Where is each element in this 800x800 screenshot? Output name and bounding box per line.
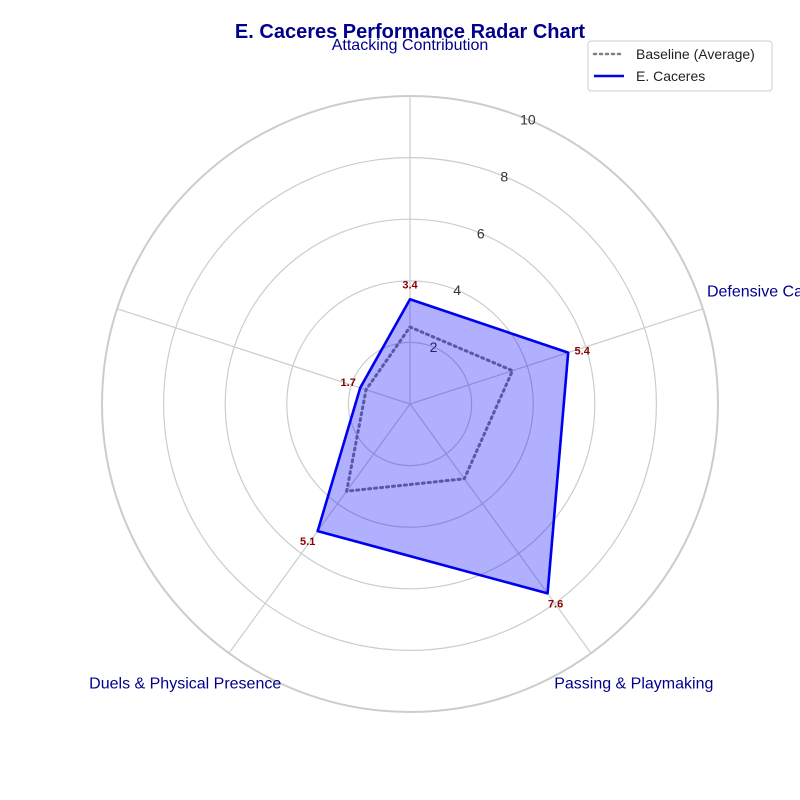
data-label-0: 3.4 xyxy=(402,279,418,291)
radial-tick-label: 10 xyxy=(520,111,536,127)
series-line-baseline xyxy=(345,325,515,493)
radar-grid: 2 4 6 8 10 xyxy=(101,95,719,713)
series-fill-caceres xyxy=(317,299,569,594)
axis-label-0: Attacking Contribution xyxy=(332,37,489,54)
radial-tick-label: 2 xyxy=(430,339,438,355)
grid-spoke-1 xyxy=(409,308,704,405)
axis-label-1: Defensive Capability xyxy=(707,284,800,301)
series-line-caceres xyxy=(316,297,570,595)
axis-label-2: Passing & Playmaking xyxy=(554,675,713,692)
legend-caceres-label: E. Caceres xyxy=(636,68,705,84)
radial-tick-label: 8 xyxy=(500,168,508,184)
data-label-3: 5.1 xyxy=(300,536,315,548)
axis-label-3: Duels & Physical Presence xyxy=(89,675,281,692)
radar-labels: Attacking Contribution Defensive Capabili… xyxy=(89,37,800,692)
legend-baseline-label: Baseline (Average) xyxy=(636,46,755,62)
radar-series xyxy=(316,297,570,595)
legend: Baseline (Average) E. Caceres xyxy=(587,40,773,92)
data-label-4: 1.7 xyxy=(341,377,356,389)
data-label-2: 7.6 xyxy=(548,598,563,610)
data-label-1: 5.4 xyxy=(575,346,591,358)
radial-tick-label: 4 xyxy=(453,282,461,298)
chart-title: E. Caceres Performance Radar Chart xyxy=(235,21,585,43)
radial-tick-label: 6 xyxy=(477,225,485,241)
grid-spoke-2 xyxy=(409,403,592,654)
legend-frame xyxy=(587,40,773,92)
